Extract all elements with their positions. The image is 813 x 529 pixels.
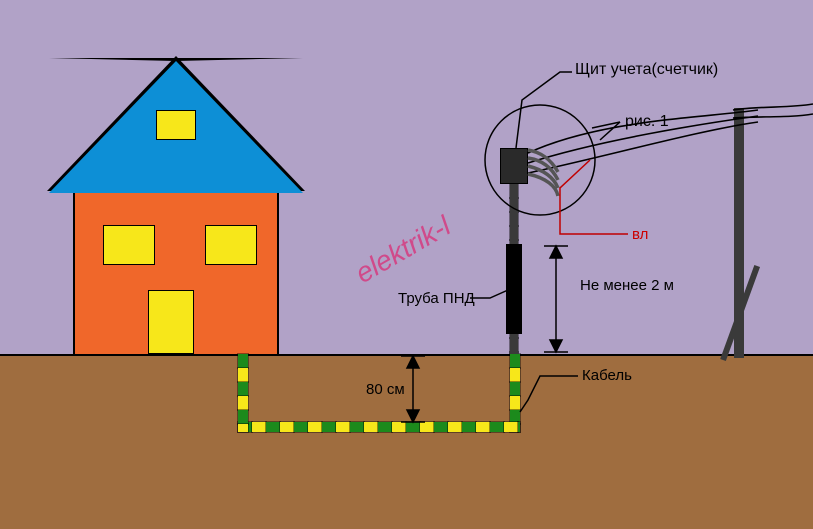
house-door [148,290,194,354]
window-right [205,225,257,265]
label-depth: 80 см [366,381,405,398]
label-height: Не менее 2 м [580,277,674,294]
label-cable: Кабель [582,367,632,384]
meter-box [500,148,528,184]
label-pipe: Труба ПНД [398,290,475,307]
pipe-cover [506,244,522,334]
ground-background [0,354,813,529]
label-fig: рис. 1 [625,113,669,131]
window-left [103,225,155,265]
label-meter: Щит учета(счетчик) [575,61,718,79]
label-vl: вл [632,226,648,243]
attic-window [156,110,196,140]
